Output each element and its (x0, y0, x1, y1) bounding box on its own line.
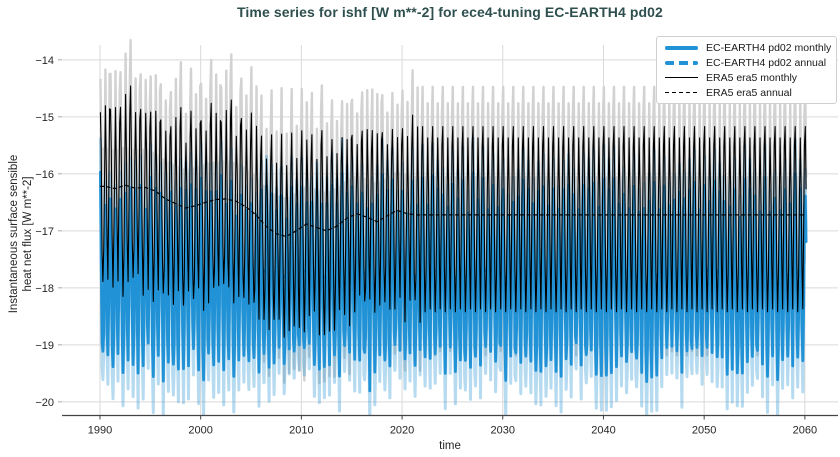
y-tick-label: −16 (35, 169, 54, 181)
x-tick-label: 2040 (591, 425, 615, 437)
legend-line-sample-era5-annual (665, 91, 698, 94)
series-era5-monthly-line (99, 85, 807, 338)
legend-item: EC-EARTH4 pd02 monthly (665, 41, 832, 54)
y-tick-label: −19 (35, 340, 54, 352)
legend-item: EC-EARTH4 pd02 annual (665, 57, 830, 69)
series-era5-annual-line (100, 184, 806, 238)
legend-label: ERA5 era5 monthly (706, 71, 798, 84)
x-tick-label: 2010 (289, 425, 313, 437)
y-tick-label: −15 (35, 112, 54, 124)
x-tick-label: 2060 (793, 425, 817, 437)
legend-line-sample-ec-annual (665, 60, 698, 65)
y-tick-label: −17 (35, 226, 54, 238)
x-tick-label: 2050 (692, 425, 716, 437)
chart-title: Time series for ishf [W m**-2] for ece4-… (237, 4, 663, 20)
y-axis-label: Instantaneous surface sensible heat net … (8, 154, 34, 314)
x-tick-label: 2030 (491, 425, 515, 437)
x-tick-label: 2000 (188, 425, 212, 437)
legend-label: ERA5 era5 annual (706, 86, 792, 99)
legend-label: EC-EARTH4 pd02 monthly (706, 41, 832, 54)
series-ec-monthly-line (99, 170, 808, 393)
series-ec-annual-line (100, 266, 807, 282)
legend: EC-EARTH4 pd02 monthly EC-EARTH4 pd02 an… (656, 36, 837, 104)
legend-label: EC-EARTH4 pd02 annual (706, 56, 827, 69)
legend-line-sample-era5-monthly (665, 76, 698, 79)
legend-item: ERA5 era5 monthly (665, 72, 830, 84)
x-tick-label: 2020 (390, 425, 414, 437)
legend-line-sample-ec-monthly (665, 45, 698, 50)
legend-item: ERA5 era5 annual (665, 87, 830, 99)
x-axis-label: time (439, 440, 461, 452)
y-tick-label: −14 (35, 55, 54, 67)
y-tick-label: −20 (35, 397, 54, 409)
data-layer (98, 38, 808, 416)
y-tick-label: −18 (35, 283, 54, 295)
x-tick-label: 1990 (88, 425, 112, 437)
